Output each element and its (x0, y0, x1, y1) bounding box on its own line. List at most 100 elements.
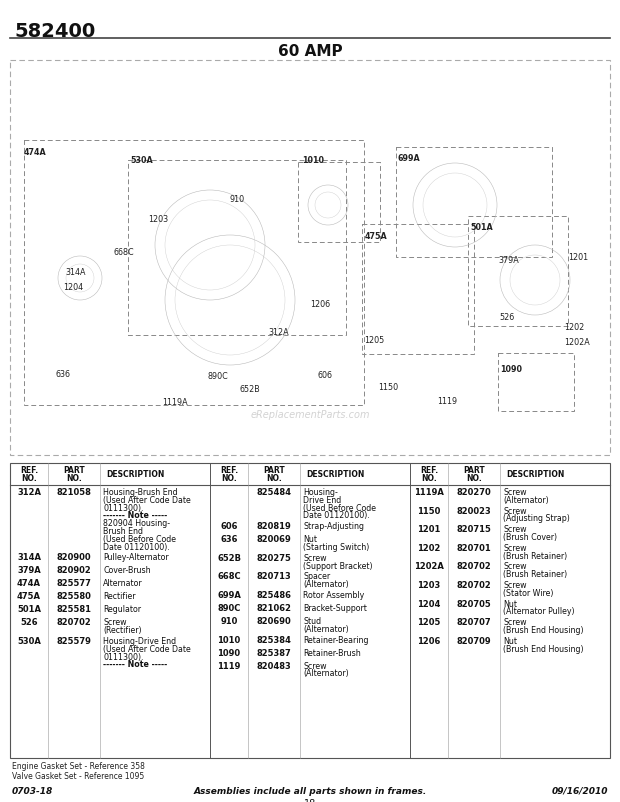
Bar (362, 224, 474, 354)
Text: (Brush End Housing): (Brush End Housing) (503, 626, 583, 635)
Text: ------- Note -----: ------- Note ----- (103, 512, 167, 520)
Text: (Brush Retainer): (Brush Retainer) (503, 570, 567, 579)
Text: Drive End: Drive End (303, 496, 341, 504)
Text: 1150: 1150 (417, 507, 441, 516)
Text: REF.: REF. (420, 466, 438, 475)
Text: 825580: 825580 (56, 593, 91, 602)
Bar (396, 147, 552, 257)
Text: 1090: 1090 (500, 365, 522, 374)
Text: Spacer: Spacer (303, 573, 330, 581)
Text: 820023: 820023 (456, 507, 492, 516)
Text: 501A: 501A (17, 606, 41, 614)
Text: 1202A: 1202A (564, 338, 590, 347)
Text: PART: PART (463, 466, 485, 475)
Text: 1202: 1202 (564, 323, 584, 332)
Text: 668C: 668C (217, 573, 241, 581)
Text: DESCRIPTION: DESCRIPTION (506, 470, 564, 479)
Text: Regulator: Regulator (103, 606, 141, 614)
Text: 1202A: 1202A (414, 562, 444, 571)
Text: Screw: Screw (503, 562, 526, 571)
Text: (Used Before Code: (Used Before Code (103, 535, 176, 544)
Text: 825486: 825486 (257, 591, 291, 600)
Text: Screw: Screw (103, 618, 126, 627)
Text: NO.: NO. (466, 474, 482, 483)
Text: (Used After Code Date: (Used After Code Date (103, 496, 191, 504)
Text: 60 AMP: 60 AMP (278, 44, 342, 59)
Text: NO.: NO. (221, 474, 237, 483)
Text: 825577: 825577 (56, 579, 91, 589)
Text: 1201: 1201 (417, 525, 441, 534)
Text: 820702: 820702 (456, 562, 492, 571)
Text: (Brush Cover): (Brush Cover) (503, 533, 557, 542)
Text: 1090: 1090 (218, 649, 241, 658)
Text: Assemblies include all parts shown in frames.: Assemblies include all parts shown in fr… (193, 787, 427, 796)
Text: 379A: 379A (498, 256, 519, 265)
Text: Strap-Adjusting: Strap-Adjusting (303, 522, 364, 531)
Text: 606: 606 (220, 522, 237, 531)
Text: PART: PART (63, 466, 85, 475)
Text: NO.: NO. (21, 474, 37, 483)
Text: Screw: Screw (503, 488, 526, 497)
Text: 1203: 1203 (417, 581, 441, 590)
Text: Screw: Screw (503, 544, 526, 553)
Text: (Rectifier): (Rectifier) (103, 626, 141, 635)
Text: 314A: 314A (17, 553, 41, 562)
Text: 526: 526 (499, 313, 514, 322)
Text: Stud: Stud (303, 617, 321, 626)
Text: (Stator Wire): (Stator Wire) (503, 589, 554, 597)
Text: 825484: 825484 (257, 488, 291, 497)
Text: 636: 636 (220, 535, 237, 545)
Text: Screw: Screw (303, 662, 327, 670)
Text: 1119: 1119 (437, 397, 457, 406)
Text: 820900: 820900 (56, 553, 91, 562)
Text: 1119A: 1119A (414, 488, 444, 497)
Text: 825581: 825581 (56, 606, 92, 614)
Text: 699A: 699A (217, 591, 241, 600)
Text: 820819: 820819 (257, 522, 291, 531)
Text: 0111300).: 0111300). (103, 653, 143, 662)
Text: 820713: 820713 (257, 573, 291, 581)
Bar (468, 216, 568, 326)
Text: Bracket-Support: Bracket-Support (303, 604, 367, 613)
Text: DESCRIPTION: DESCRIPTION (306, 470, 364, 479)
Text: 699A: 699A (398, 154, 421, 163)
Text: Rotor Assembly: Rotor Assembly (303, 591, 365, 600)
Text: Pulley-Alternator: Pulley-Alternator (103, 553, 169, 562)
Bar (10, 60, 610, 455)
Text: (Brush Retainer): (Brush Retainer) (503, 552, 567, 561)
Text: 820270: 820270 (456, 488, 492, 497)
Text: PART: PART (263, 466, 285, 475)
Text: (Alternator Pulley): (Alternator Pulley) (503, 607, 575, 617)
Text: Nut: Nut (503, 600, 517, 609)
Text: 910: 910 (220, 617, 237, 626)
Text: 0111300).: 0111300). (103, 504, 143, 512)
Text: 474A: 474A (24, 148, 46, 157)
Bar (128, 160, 346, 335)
Text: 1204: 1204 (63, 283, 83, 292)
Text: (Used After Code Date: (Used After Code Date (103, 645, 191, 654)
Text: (Alternator): (Alternator) (303, 625, 348, 634)
Text: 530A: 530A (17, 637, 41, 646)
Text: 475A: 475A (365, 232, 388, 241)
Text: REF.: REF. (20, 466, 38, 475)
Text: REF.: REF. (220, 466, 238, 475)
Text: 825387: 825387 (257, 649, 291, 658)
Text: 652B: 652B (217, 554, 241, 563)
Text: 379A: 379A (17, 566, 41, 575)
Text: 636: 636 (55, 370, 70, 379)
Text: Screw: Screw (503, 618, 526, 627)
Text: Engine Gasket Set - Reference 358: Engine Gasket Set - Reference 358 (12, 762, 145, 771)
Text: 820690: 820690 (257, 617, 291, 626)
Text: 1206: 1206 (310, 300, 330, 309)
Text: 1204: 1204 (417, 600, 441, 609)
Text: 312A: 312A (268, 328, 289, 337)
Text: eReplacementParts.com: eReplacementParts.com (250, 410, 370, 420)
Text: Date 01120100).: Date 01120100). (303, 512, 370, 520)
Text: 910: 910 (230, 195, 245, 204)
Text: 501A: 501A (470, 223, 493, 232)
Text: 890C: 890C (208, 372, 229, 381)
Text: (Alternator): (Alternator) (303, 670, 348, 678)
Text: 820702: 820702 (456, 581, 492, 590)
Text: Housing-Drive End: Housing-Drive End (103, 637, 176, 646)
Text: (Support Bracket): (Support Bracket) (303, 561, 373, 570)
